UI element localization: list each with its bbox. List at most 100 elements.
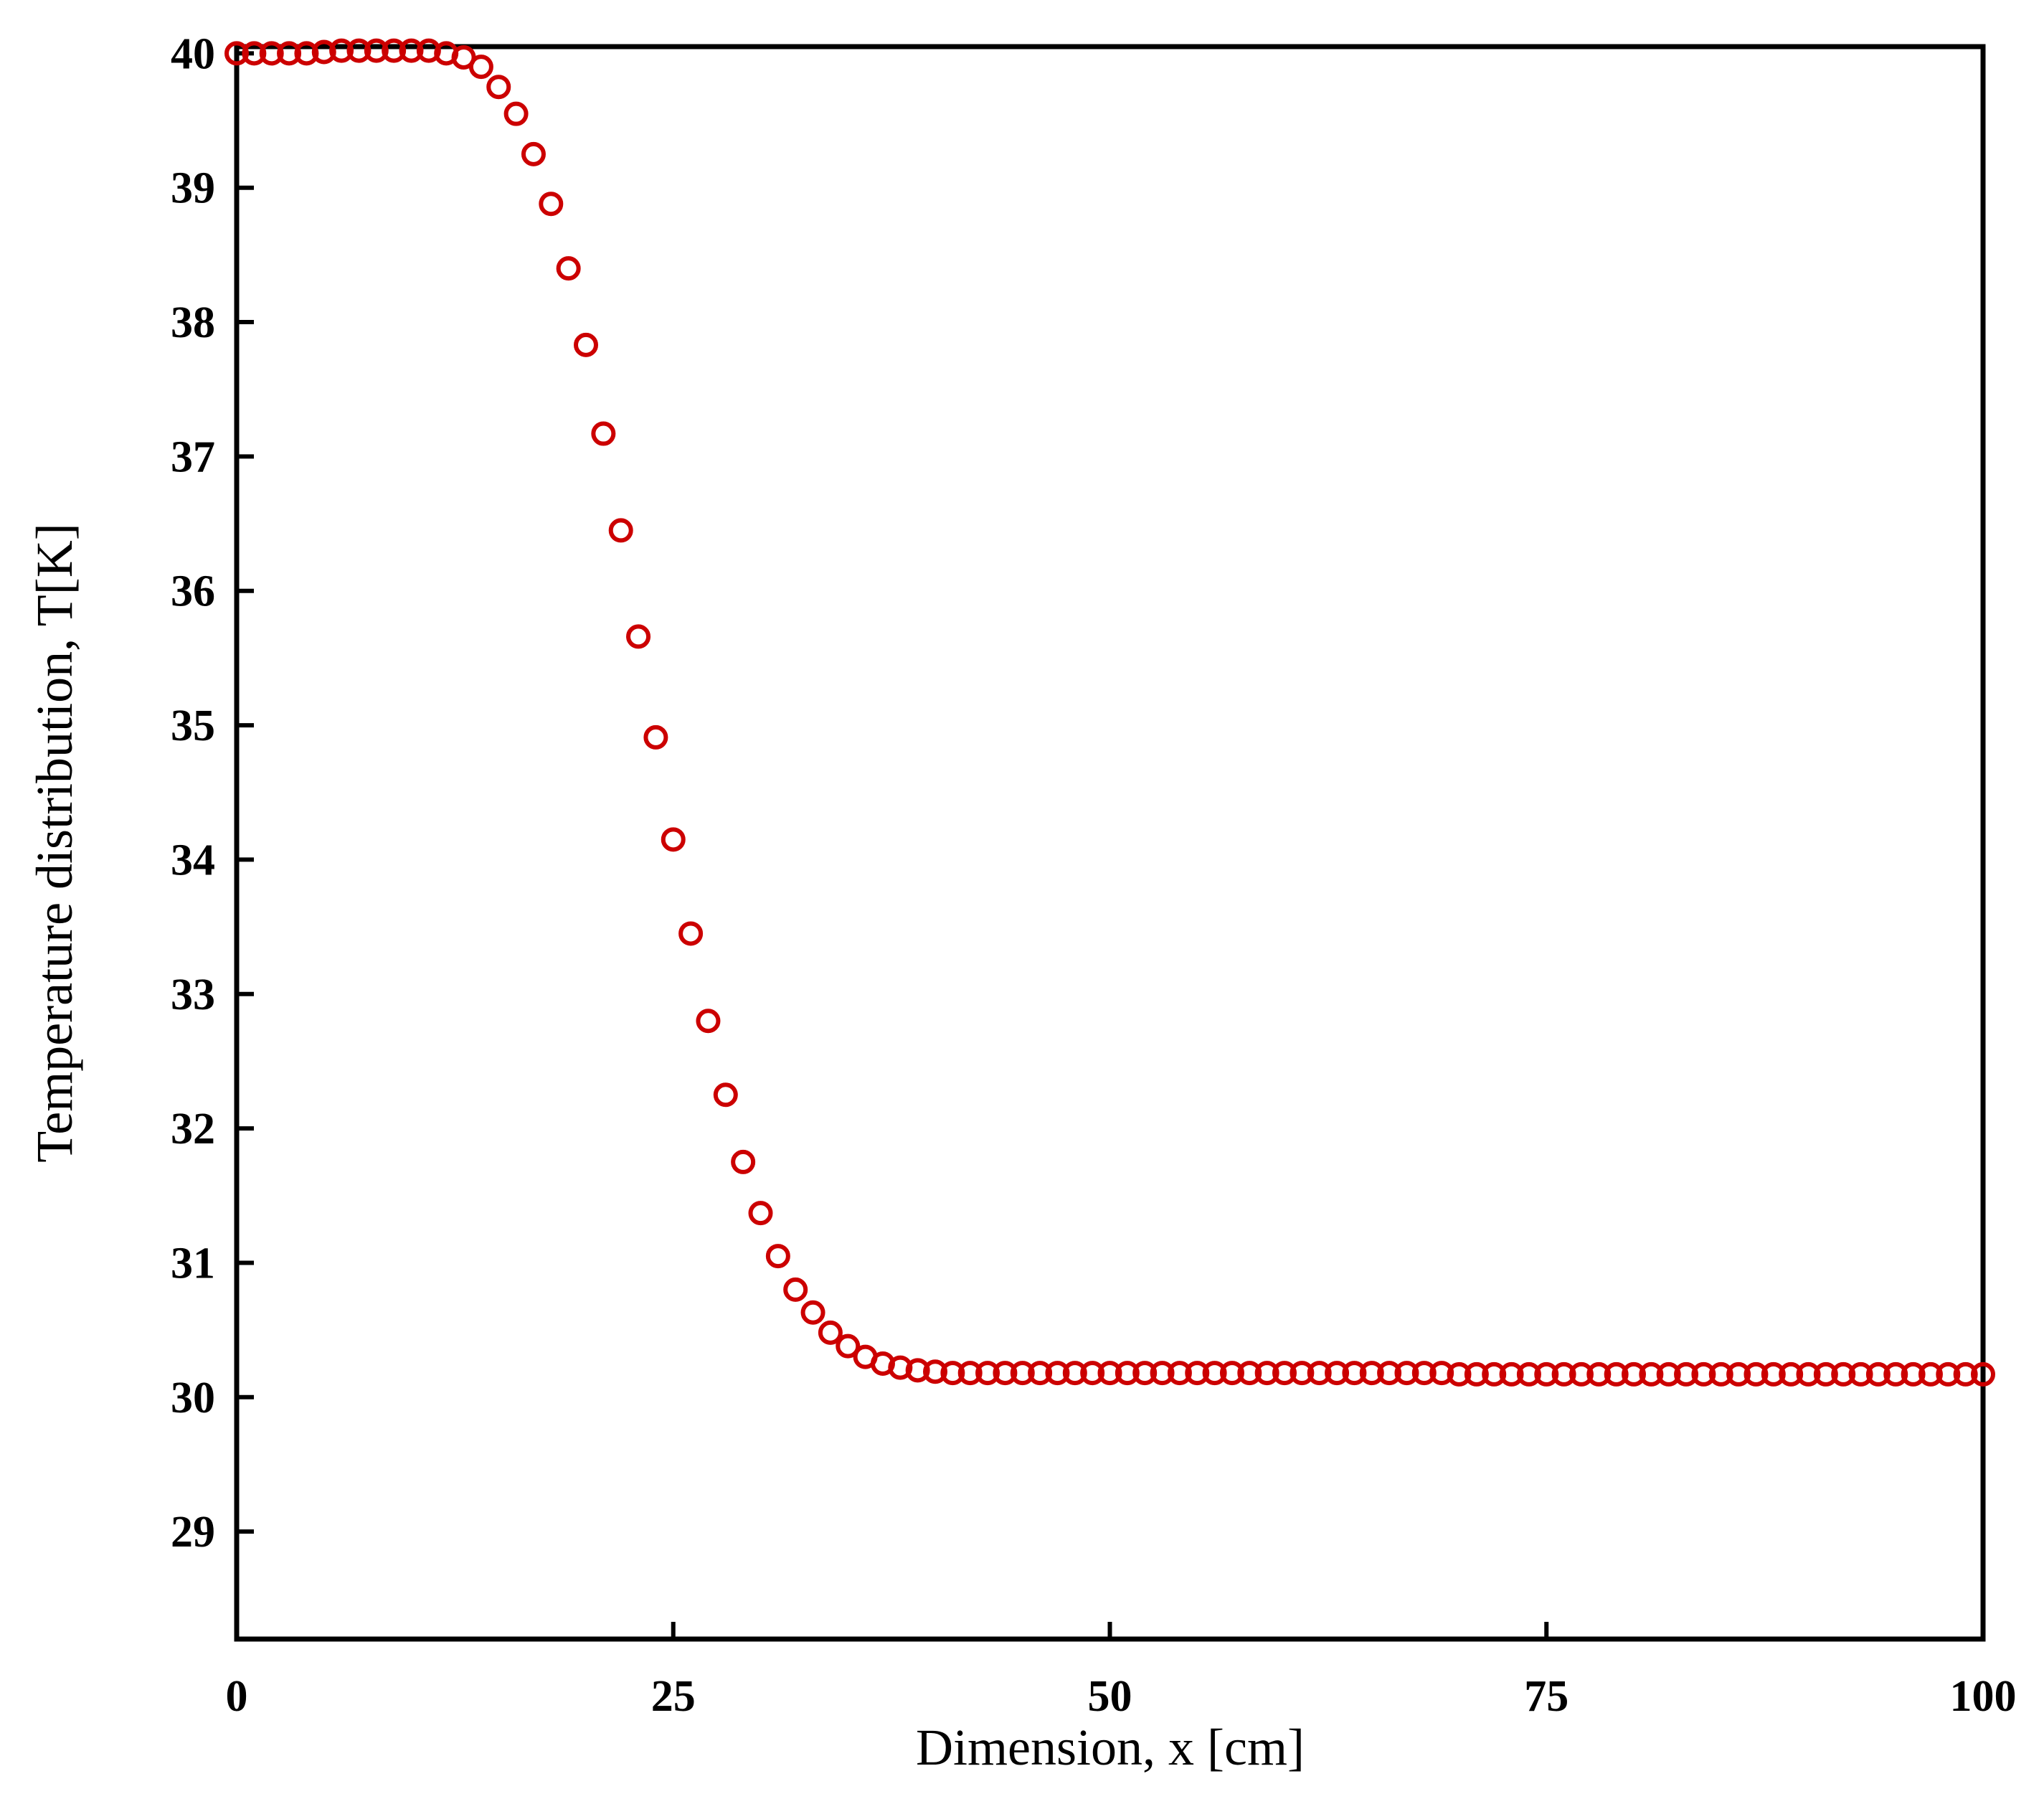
data-point <box>259 41 284 66</box>
data-point <box>626 624 651 649</box>
data-point <box>1779 1361 1804 1387</box>
y-axis-label: Temperature distribution, T[K] <box>26 523 83 1162</box>
plot-frame <box>234 44 1986 1642</box>
data-point <box>1482 1361 1507 1387</box>
data-point <box>1394 1361 1419 1386</box>
data-point <box>765 1244 790 1269</box>
data-point <box>1150 1361 1175 1386</box>
data-point <box>486 75 511 100</box>
data-point <box>1359 1361 1384 1386</box>
data-point <box>1045 1361 1070 1386</box>
y-tick-label: 35 <box>171 702 215 750</box>
data-point <box>1028 1361 1053 1386</box>
data-point <box>800 1300 825 1325</box>
y-tick-label: 34 <box>171 836 215 884</box>
data-point <box>1377 1361 1402 1386</box>
x-axis: 0 25 50 75 100 <box>226 1622 2017 1721</box>
y-tick-label: 33 <box>171 971 215 1019</box>
data-point <box>364 38 389 63</box>
data-point <box>1080 1361 1105 1386</box>
data-point <box>731 1149 756 1174</box>
data-point <box>521 141 546 166</box>
data-point <box>1062 1361 1087 1386</box>
data-point <box>1708 1361 1733 1387</box>
data-point <box>1447 1361 1472 1387</box>
data-point <box>1132 1361 1158 1386</box>
data-point <box>818 1320 843 1345</box>
data-point <box>1464 1361 1489 1387</box>
data-point <box>399 38 424 63</box>
data-point <box>346 38 372 63</box>
data-point <box>1499 1361 1524 1387</box>
data-point <box>242 41 267 66</box>
data-point <box>1290 1361 1315 1386</box>
y-tick-label: 37 <box>171 433 215 481</box>
data-point <box>1848 1361 1873 1387</box>
data-point <box>1167 1361 1192 1386</box>
data-point <box>783 1277 808 1302</box>
x-tick-label: 100 <box>1950 1672 2017 1721</box>
data-point <box>294 41 319 66</box>
data-point <box>539 192 564 217</box>
data-point <box>1534 1361 1559 1387</box>
data-point <box>1237 1361 1262 1386</box>
data-point <box>993 1361 1018 1386</box>
data-point <box>1831 1361 1856 1387</box>
x-tick-label: 50 <box>1088 1672 1132 1721</box>
data-point <box>1516 1361 1541 1387</box>
data-point <box>1586 1361 1612 1387</box>
data-point <box>1726 1361 1751 1387</box>
y-tick-label: 29 <box>171 1508 215 1557</box>
data-point <box>416 38 441 63</box>
data-point <box>1883 1361 1908 1387</box>
data-point <box>957 1361 983 1386</box>
data-point <box>1674 1361 1699 1387</box>
data-point <box>1010 1361 1035 1386</box>
x-tick-label: 0 <box>226 1672 248 1721</box>
data-point <box>468 55 493 80</box>
data-point <box>1639 1361 1664 1387</box>
data-point <box>836 1333 861 1359</box>
data-point <box>1901 1361 1926 1387</box>
data-point <box>503 101 529 126</box>
y-axis: 29 30 31 32 33 34 35 36 37 38 39 40 <box>171 29 254 1557</box>
data-point <box>1604 1361 1629 1387</box>
data-point <box>311 39 336 65</box>
data-point <box>1622 1361 1646 1387</box>
data-point <box>1272 1361 1297 1386</box>
data-point <box>1202 1361 1227 1386</box>
data-point <box>1971 1361 1995 1387</box>
data-point <box>382 38 407 63</box>
data-point <box>713 1082 738 1108</box>
data-point <box>1551 1361 1576 1387</box>
data-point <box>661 827 686 852</box>
data-point <box>1254 1361 1279 1386</box>
x-tick-label: 75 <box>1524 1672 1569 1721</box>
data-point <box>574 332 598 357</box>
data-point <box>277 41 302 66</box>
y-tick-label: 30 <box>171 1374 215 1422</box>
data-point <box>696 1009 721 1034</box>
data-point <box>923 1359 947 1384</box>
data-point <box>1691 1361 1716 1387</box>
plot-area <box>234 44 1986 1642</box>
data-point <box>1865 1361 1891 1387</box>
data-point <box>1219 1361 1244 1386</box>
data-point <box>1569 1361 1594 1387</box>
data-point <box>1656 1361 1681 1387</box>
data-point <box>224 41 249 66</box>
data-point <box>888 1355 913 1380</box>
data-point <box>1429 1361 1454 1386</box>
data-point <box>1743 1361 1769 1387</box>
y-tick-label: 38 <box>171 298 215 347</box>
data-point <box>1918 1361 1943 1387</box>
data-point <box>1953 1361 1978 1387</box>
x-axis-label: Dimension, x [cm] <box>916 1719 1305 1776</box>
data-point <box>1342 1361 1367 1386</box>
y-tick-label: 36 <box>171 567 215 616</box>
y-tick-label: 32 <box>171 1105 215 1153</box>
data-point <box>1411 1361 1437 1386</box>
data-point <box>1307 1361 1332 1386</box>
data-point <box>591 421 616 446</box>
